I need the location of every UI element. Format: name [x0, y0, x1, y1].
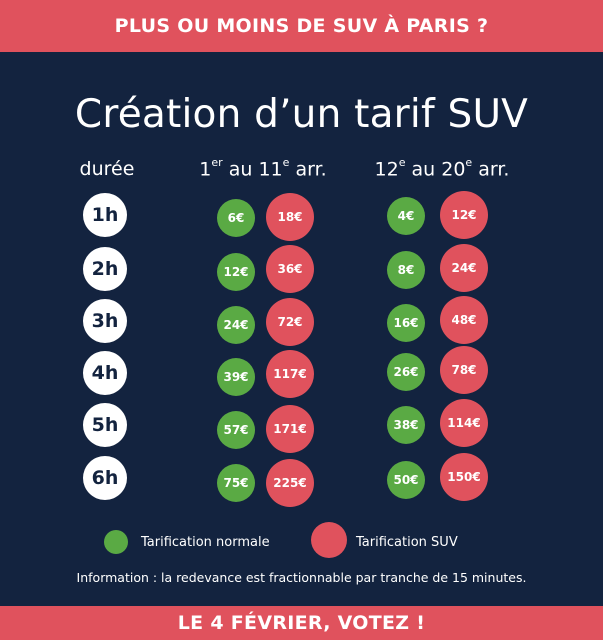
- zone1-from-sup: er: [211, 156, 223, 169]
- zone1-suv-price: 36€: [266, 245, 314, 293]
- page-title: Création d’un tarif SUV: [74, 92, 529, 137]
- legend-suv-label: Tarification SUV: [356, 535, 458, 550]
- zone2-suv-price: 78€: [440, 346, 488, 394]
- duration-badge: 5h: [83, 403, 127, 447]
- zone2-normal-price: 26€: [387, 353, 425, 391]
- zone1-normal-price: 39€: [217, 358, 255, 396]
- zone1-suv-price: 171€: [266, 405, 314, 453]
- zone2-normal-price: 4€: [387, 197, 425, 235]
- zone1-normal-price: 12€: [217, 253, 255, 291]
- zone1-suv-price: 18€: [266, 193, 314, 241]
- zone2-normal-price: 38€: [387, 406, 425, 444]
- zone2-suv-price: 150€: [440, 453, 488, 501]
- zone1-mid-sup: e: [282, 156, 290, 169]
- duration-badge: 6h: [83, 456, 127, 500]
- zone2-mid: au 20: [405, 158, 466, 181]
- zone2-from: 12: [374, 158, 399, 181]
- legend-normal-label: Tarification normale: [141, 535, 270, 550]
- info-note: Information : la redevance est fractionn…: [76, 570, 527, 585]
- zone1-normal-price: 24€: [217, 306, 255, 344]
- zone1-mid: au 11: [222, 158, 283, 181]
- duration-badge: 4h: [83, 351, 127, 395]
- zone1-from: 1: [199, 158, 212, 181]
- legend-normal-swatch: [104, 530, 128, 554]
- legend-suv-swatch: [311, 522, 347, 558]
- zone2-end: arr.: [472, 158, 510, 181]
- zone2-from-sup: e: [398, 156, 406, 169]
- bottom-banner: LE 4 FÉVRIER, VOTEZ !: [0, 606, 603, 640]
- zone2-suv-price: 24€: [440, 244, 488, 292]
- column-header-zone2: 12e au 20e arr.: [362, 156, 522, 181]
- zone1-normal-price: 6€: [217, 199, 255, 237]
- zone2-normal-price: 8€: [387, 251, 425, 289]
- zone1-normal-price: 75€: [217, 464, 255, 502]
- top-banner-text: PLUS OU MOINS DE SUV À PARIS ?: [114, 15, 489, 37]
- zone1-suv-price: 117€: [266, 350, 314, 398]
- column-header-duration: durée: [79, 158, 135, 180]
- duration-badge: 1h: [83, 193, 127, 237]
- zone2-suv-price: 48€: [440, 296, 488, 344]
- zone2-suv-price: 114€: [440, 399, 488, 447]
- top-banner: PLUS OU MOINS DE SUV À PARIS ?: [0, 0, 603, 52]
- zone2-suv-price: 12€: [440, 191, 488, 239]
- column-header-zone1: 1er au 11e arr.: [188, 156, 338, 181]
- zone1-suv-price: 225€: [266, 459, 314, 507]
- zone1-normal-price: 57€: [217, 411, 255, 449]
- zone2-mid-sup: e: [465, 156, 473, 169]
- zone2-normal-price: 16€: [387, 304, 425, 342]
- bottom-banner-text: LE 4 FÉVRIER, VOTEZ !: [177, 612, 426, 634]
- zone2-normal-price: 50€: [387, 461, 425, 499]
- zone1-suv-price: 72€: [266, 298, 314, 346]
- zone1-end: arr.: [289, 158, 327, 181]
- duration-badge: 3h: [83, 299, 127, 343]
- duration-badge: 2h: [83, 247, 127, 291]
